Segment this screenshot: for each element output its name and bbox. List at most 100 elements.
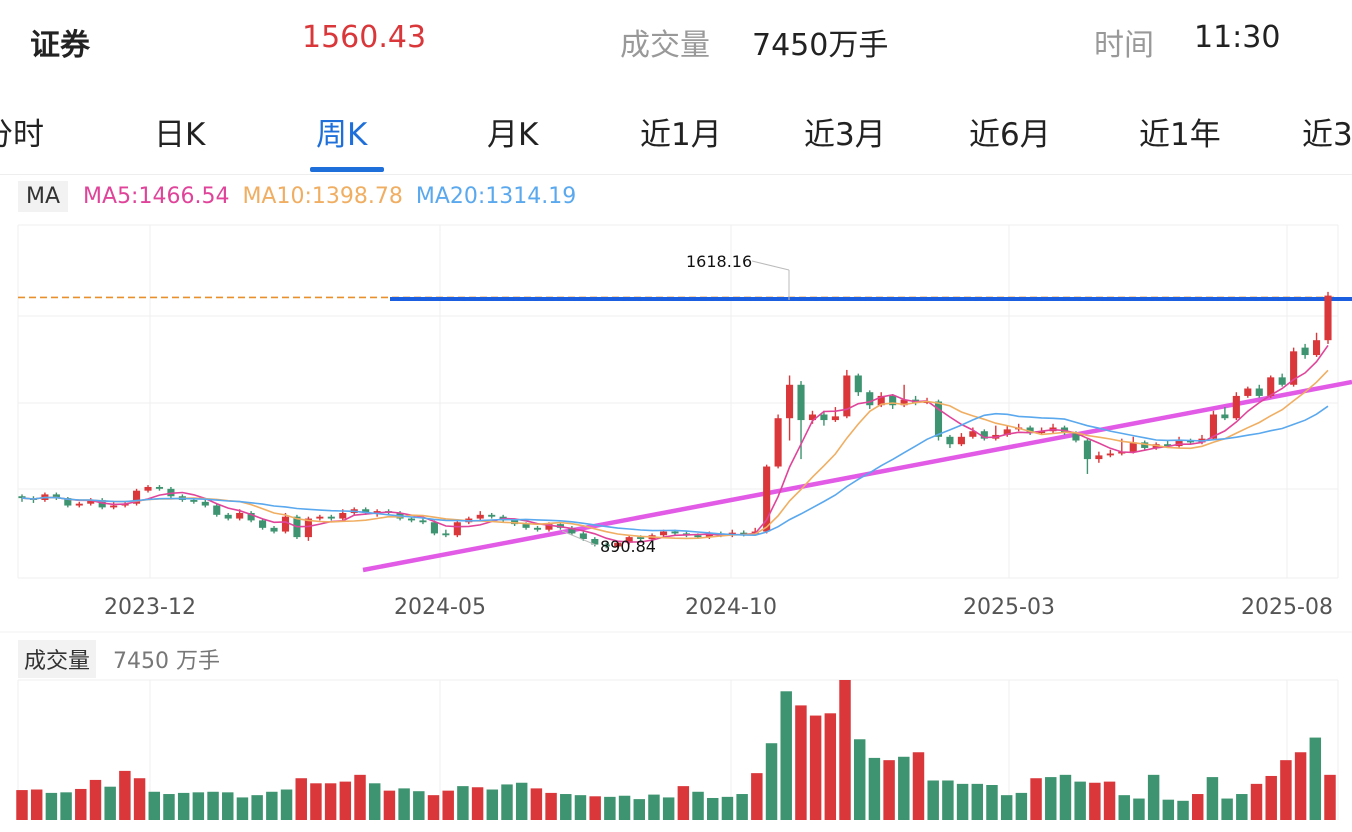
volume-bar [1206, 777, 1219, 820]
ma5-value: MA5:1466.54 [83, 184, 230, 209]
volume-bar [1309, 737, 1322, 820]
candle-body [155, 486, 164, 489]
volume-bar [45, 792, 58, 820]
volume-bar [927, 780, 939, 820]
volume-bar [75, 788, 87, 820]
tab-daily-k[interactable]: 日K [154, 117, 206, 153]
volume-bar [898, 756, 910, 820]
candle-body [763, 466, 771, 532]
volume-bar [883, 760, 895, 820]
candle-body [110, 505, 118, 508]
x-tick-label: 2025-08 [1241, 595, 1333, 620]
volume-bar [868, 757, 881, 820]
volume-bar [648, 794, 660, 820]
candle-body [133, 490, 141, 504]
volume-bar [1221, 798, 1233, 820]
volume-bar [1045, 777, 1057, 820]
candle-body [52, 494, 60, 499]
tab-3-year[interactable]: 近3 [1302, 117, 1352, 153]
ma-legend: MA MA5:1466.54 MA10:1398.78 MA20:1314.19 [18, 181, 576, 215]
volume-indicator-selector[interactable]: 成交量 [18, 640, 97, 678]
tab-weekly-k[interactable]: 周K [316, 117, 368, 153]
candle-body [889, 395, 897, 406]
volume-bar [824, 713, 837, 820]
volume-bar [1236, 794, 1248, 820]
tab-1-year[interactable]: 近1年 [1139, 117, 1221, 153]
volume-bar [471, 787, 484, 820]
volume-bar [501, 784, 513, 820]
volume-bar [1250, 783, 1263, 820]
volume-bar [222, 792, 234, 820]
candle-body [808, 414, 817, 421]
candle-body [1324, 295, 1332, 341]
volume-bar [163, 794, 175, 820]
candle-body [1083, 440, 1091, 460]
candle-body [820, 414, 828, 421]
volume-bar [530, 788, 543, 820]
volume-bar [692, 791, 704, 820]
candle-body [144, 486, 152, 491]
volume-bar [662, 797, 675, 820]
x-tick-label: 2025-03 [963, 595, 1055, 620]
volume-bar [207, 791, 219, 820]
ma-indicator-selector[interactable]: MA [18, 181, 69, 212]
candle-body [1209, 414, 1217, 439]
volume-bar [1191, 794, 1204, 820]
candle-body [488, 514, 496, 517]
tab-3-month[interactable]: 近3月 [804, 117, 886, 153]
volume-bar [780, 691, 792, 820]
candle-body [1175, 440, 1183, 447]
volume-bar [1030, 778, 1042, 820]
tab-intraday[interactable]: 分时 [0, 117, 44, 153]
volume-bar [1294, 752, 1307, 820]
candle-body [1141, 442, 1149, 448]
candle-body [877, 395, 885, 406]
low-leader-line [561, 530, 597, 546]
candle-body [430, 522, 438, 534]
candle-body [247, 512, 255, 521]
volume-bar [1162, 799, 1175, 820]
tab-1-month[interactable]: 近1月 [640, 117, 722, 153]
tab-6-month[interactable]: 近6月 [969, 117, 1051, 153]
candle-body [1232, 395, 1240, 419]
volume-bar [1280, 760, 1292, 820]
volume-bar [486, 789, 499, 820]
volume-bar [324, 783, 337, 820]
candle-body [1095, 455, 1103, 460]
period-tabs: 分时 日K 周K 月K 近1月 近3月 近6月 近1年 近3 [0, 95, 1352, 175]
volume-bar [1103, 781, 1116, 820]
volume-bar [560, 794, 572, 820]
candle-body [270, 527, 278, 532]
candle-body [213, 505, 221, 515]
ma20-value: MA20:1314.19 [415, 184, 577, 209]
volume-label: 成交量 [620, 28, 710, 63]
volume-bar [89, 779, 102, 820]
volume-bar [280, 789, 293, 820]
candle-body [579, 533, 587, 539]
candle-body [900, 399, 908, 406]
candle-body [774, 418, 782, 467]
candle-body [1301, 347, 1309, 356]
volume-bar [457, 786, 469, 820]
tab-monthly-k[interactable]: 月K [487, 117, 539, 153]
volume-bar [1147, 774, 1160, 820]
x-axis-ticks: 2023-12 2024-05 2024-10 2025-03 2025-08 [104, 595, 1333, 620]
candle-body [64, 498, 72, 506]
candle-body [1255, 388, 1263, 396]
volume-bar [604, 796, 616, 820]
ma10-value: MA10:1398.78 [242, 184, 403, 209]
volume-bar [1265, 775, 1277, 820]
candle-body [969, 431, 977, 437]
price-annotations: 1618.16 890.84 [561, 252, 790, 556]
time-label: 时间 [1094, 28, 1154, 63]
candle-body [224, 514, 232, 519]
volume-bar [986, 785, 998, 820]
candle-body [1129, 442, 1137, 452]
volume-legend-value: 7450 万手 [113, 649, 220, 674]
ma5-line [21, 344, 1329, 543]
candle-body [866, 392, 874, 406]
candle-body [373, 511, 381, 513]
volume-bar [839, 680, 851, 820]
volume-bar [942, 780, 954, 820]
